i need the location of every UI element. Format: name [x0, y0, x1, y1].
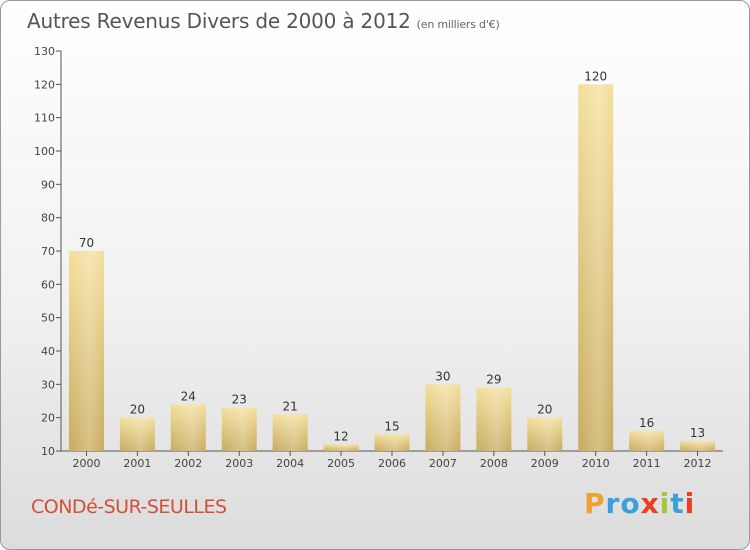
x-tick-label: 2011: [633, 457, 661, 470]
x-axis: 2000 2001 2002 2003 2004 2005 2006 2007 2008 2009…: [61, 450, 723, 470]
y-tick-label: 80: [41, 212, 55, 225]
bar-highlight: [629, 431, 665, 451]
x-tick-label: 2010: [582, 457, 610, 470]
logo-letter: i: [684, 487, 696, 520]
data-label: 12: [333, 429, 348, 443]
bar-highlight: [68, 251, 104, 451]
y-tick-label: 30: [41, 378, 55, 391]
bars: 70 20 24 23 21 12 15 30 29 20 120 16 13: [68, 69, 716, 451]
data-label: 30: [435, 369, 450, 383]
data-label: 23: [232, 393, 247, 407]
x-tick-label: 2004: [276, 457, 304, 470]
x-tick-label: 2012: [684, 457, 712, 470]
data-label: 29: [486, 373, 501, 387]
logo-letter: x: [640, 487, 660, 520]
y-tick-label: 40: [41, 345, 55, 358]
bar-highlight: [170, 404, 206, 451]
data-label: 24: [181, 389, 196, 403]
data-label: 20: [537, 403, 552, 417]
data-label: 15: [384, 419, 399, 433]
bar-highlight: [527, 417, 563, 451]
y-tick-label: 10: [41, 445, 55, 458]
x-tick-label: 2005: [327, 457, 355, 470]
y-tick-label: 60: [41, 278, 55, 291]
data-label: 120: [584, 69, 607, 83]
logo-letter: o: [620, 487, 641, 520]
bar-highlight: [119, 417, 155, 451]
chart-subtitle: (en milliers d'€): [416, 18, 500, 31]
data-label: 16: [639, 416, 654, 430]
bar-highlight: [680, 441, 716, 451]
x-tick-label: 2006: [378, 457, 406, 470]
logo-letter: r: [605, 487, 621, 520]
bar-highlight: [476, 387, 512, 451]
logo-letter: i: [659, 487, 671, 520]
y-tick-label: 70: [41, 245, 55, 258]
x-tick-label: 2002: [174, 457, 202, 470]
chart-title: Autres Revenus Divers de 2000 à 2012 (en …: [27, 9, 500, 33]
y-tick-label: 130: [34, 45, 55, 58]
y-tick-label: 20: [41, 412, 55, 425]
data-label: 13: [690, 426, 705, 440]
y-axis: 10 20 30 40 50 60 70 80 90 100 110 120 130: [34, 45, 62, 458]
y-tick-label: 50: [41, 312, 55, 325]
x-tick-label: 2008: [480, 457, 508, 470]
bar-highlight: [323, 444, 359, 451]
bar-highlight: [221, 407, 257, 451]
logo-letter: P: [584, 487, 606, 520]
x-tick-label: 2003: [225, 457, 253, 470]
y-tick-label: 110: [34, 112, 55, 125]
data-label: 21: [283, 399, 298, 413]
y-tick-label: 90: [41, 178, 55, 191]
bar-highlight: [374, 434, 410, 451]
x-tick-label: 2000: [72, 457, 100, 470]
commune-name: CONDé-SUR-SEULLES: [31, 496, 227, 518]
data-label: 20: [130, 403, 145, 417]
logo-letter: t: [670, 487, 685, 520]
data-label: 70: [79, 236, 94, 250]
y-tick-label: 100: [34, 145, 55, 158]
x-tick-label: 2001: [123, 457, 151, 470]
proxiti-logo: Proxiti: [584, 487, 695, 520]
x-tick-label: 2009: [531, 457, 559, 470]
bar-highlight: [272, 414, 308, 451]
bar-highlight: [578, 84, 614, 451]
chart-title-text: Autres Revenus Divers de 2000 à 2012: [27, 9, 411, 33]
bar-highlight: [425, 384, 461, 451]
x-tick-label: 2007: [429, 457, 457, 470]
y-tick-label: 120: [34, 78, 55, 91]
